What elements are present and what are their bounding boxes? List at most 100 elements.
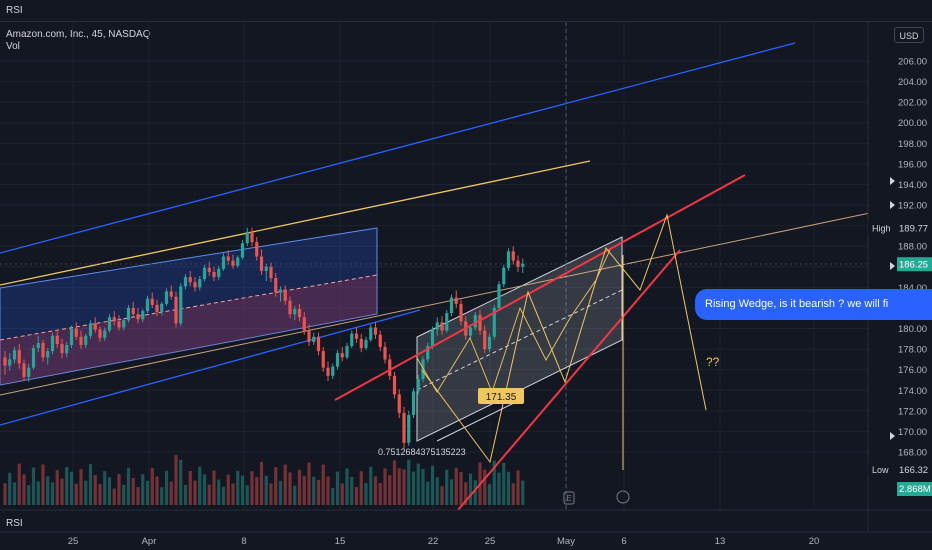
candle-body (107, 317, 112, 331)
axis-arrow-icon (890, 262, 895, 270)
candle-body (74, 328, 78, 337)
candle-body (307, 330, 311, 342)
axis-arrow-icon (890, 432, 895, 440)
volume-bar (397, 468, 401, 505)
volume-bar (169, 481, 173, 505)
candle-body (103, 330, 107, 338)
candle-body (231, 260, 235, 266)
volume-bar (516, 470, 520, 505)
candle-body (226, 256, 230, 261)
volume-bar (430, 465, 435, 505)
candle-body (164, 291, 169, 304)
price-tick-label: 202.00 (898, 98, 927, 109)
volume-bar (473, 480, 477, 505)
candle-body (454, 297, 458, 304)
volume-bar (198, 466, 202, 505)
candle-body (22, 363, 26, 377)
candle-body (131, 307, 135, 315)
volume-bar (392, 460, 397, 505)
volume-bar (440, 486, 444, 505)
drawings-front[interactable] (334, 174, 746, 510)
volume-bar (12, 482, 17, 505)
volume-bar (212, 470, 216, 505)
callout-rising-wedge[interactable]: Rising Wedge, is it bearish ? we will fi (695, 289, 932, 320)
volume-bar (131, 478, 135, 505)
candle-body (88, 323, 93, 336)
volume-bar (497, 472, 501, 505)
volume-bar (359, 471, 363, 505)
candle-body (278, 289, 283, 293)
high-value-bg (897, 220, 932, 235)
candle-body (478, 315, 482, 331)
candle-body (3, 357, 7, 366)
tan-trendline[interactable] (0, 200, 932, 396)
volume-bar (22, 474, 26, 505)
volume-legend-label[interactable]: Vol (6, 41, 20, 52)
volume-bar (179, 459, 183, 505)
candle-body (445, 313, 449, 331)
candle-body (259, 256, 264, 271)
candle-body (79, 336, 83, 345)
candle-body (65, 344, 69, 354)
annotation-text: 171.35 0.7512684375135223?? E (378, 355, 720, 505)
candle-body (516, 260, 520, 267)
candle-body (506, 251, 511, 268)
volume-bar (46, 476, 50, 505)
price-tick-label: 180.00 (898, 324, 927, 335)
volume-bar (388, 475, 392, 505)
volume-bar (79, 469, 83, 505)
yellow-trendline[interactable] (0, 160, 591, 286)
volume-value-bg (897, 482, 932, 496)
wedge-lower-line[interactable] (457, 249, 681, 510)
left-parallel-channel[interactable] (0, 227, 378, 386)
candle-body (326, 367, 330, 376)
candle-body (36, 342, 40, 349)
volume-bar (345, 468, 349, 505)
candle-body (316, 336, 321, 352)
low-value-bg (897, 462, 932, 477)
price-tick-label: 170.00 (898, 427, 927, 438)
price-tick-label: 184.00 (898, 283, 927, 294)
indicator-toolbar: RSI (0, 0, 932, 22)
symbol-title[interactable]: Amazon.com, Inc., 45, NASDAQ (6, 29, 151, 40)
indicator-rsi-label[interactable]: RSI (6, 5, 23, 16)
candle-body (378, 334, 382, 348)
time-axis[interactable]: 25 Apr 8 15 22 25 May 6 13 20 (68, 536, 820, 547)
candle-body (198, 279, 202, 288)
volume-bar (84, 480, 88, 505)
rsi-pane-label[interactable]: RSI (6, 518, 23, 529)
fib-value-label: 0.7512684375135223 (378, 447, 466, 457)
time-tick-label: 15 (335, 536, 346, 547)
candle-body (202, 267, 207, 280)
question-marks: ?? (706, 355, 720, 369)
volume-bar (160, 487, 164, 505)
chart-grid (0, 22, 868, 510)
blue-trendline-upper[interactable] (0, 42, 796, 254)
candle-body (397, 394, 401, 413)
volume-bar (426, 481, 430, 505)
candle-body (359, 338, 363, 349)
volume-bar (174, 455, 178, 505)
right-parallel-channel[interactable] (416, 236, 623, 442)
price-tick-label: 188.00 (898, 242, 927, 253)
elliott-zigzag[interactable] (421, 213, 707, 464)
candle-body (340, 353, 344, 358)
candle-body (169, 291, 173, 297)
volume-bar (3, 483, 7, 505)
inner-zigzag[interactable] (416, 249, 611, 394)
candle-body (12, 350, 17, 360)
fib-line[interactable] (436, 399, 521, 442)
candle-body (369, 327, 373, 340)
volume-bar (74, 483, 78, 505)
wedge-upper-line[interactable] (334, 174, 746, 401)
candle-body (27, 367, 31, 377)
volume-bar (145, 480, 150, 505)
candle-body (487, 336, 492, 350)
blue-trendline-lower[interactable] (0, 309, 421, 426)
currency-selector[interactable]: USD (894, 27, 924, 43)
volume-bar (416, 463, 420, 505)
time-tick-label: 25 (68, 536, 79, 547)
volume-bar (65, 467, 69, 505)
candle-body (302, 317, 306, 331)
